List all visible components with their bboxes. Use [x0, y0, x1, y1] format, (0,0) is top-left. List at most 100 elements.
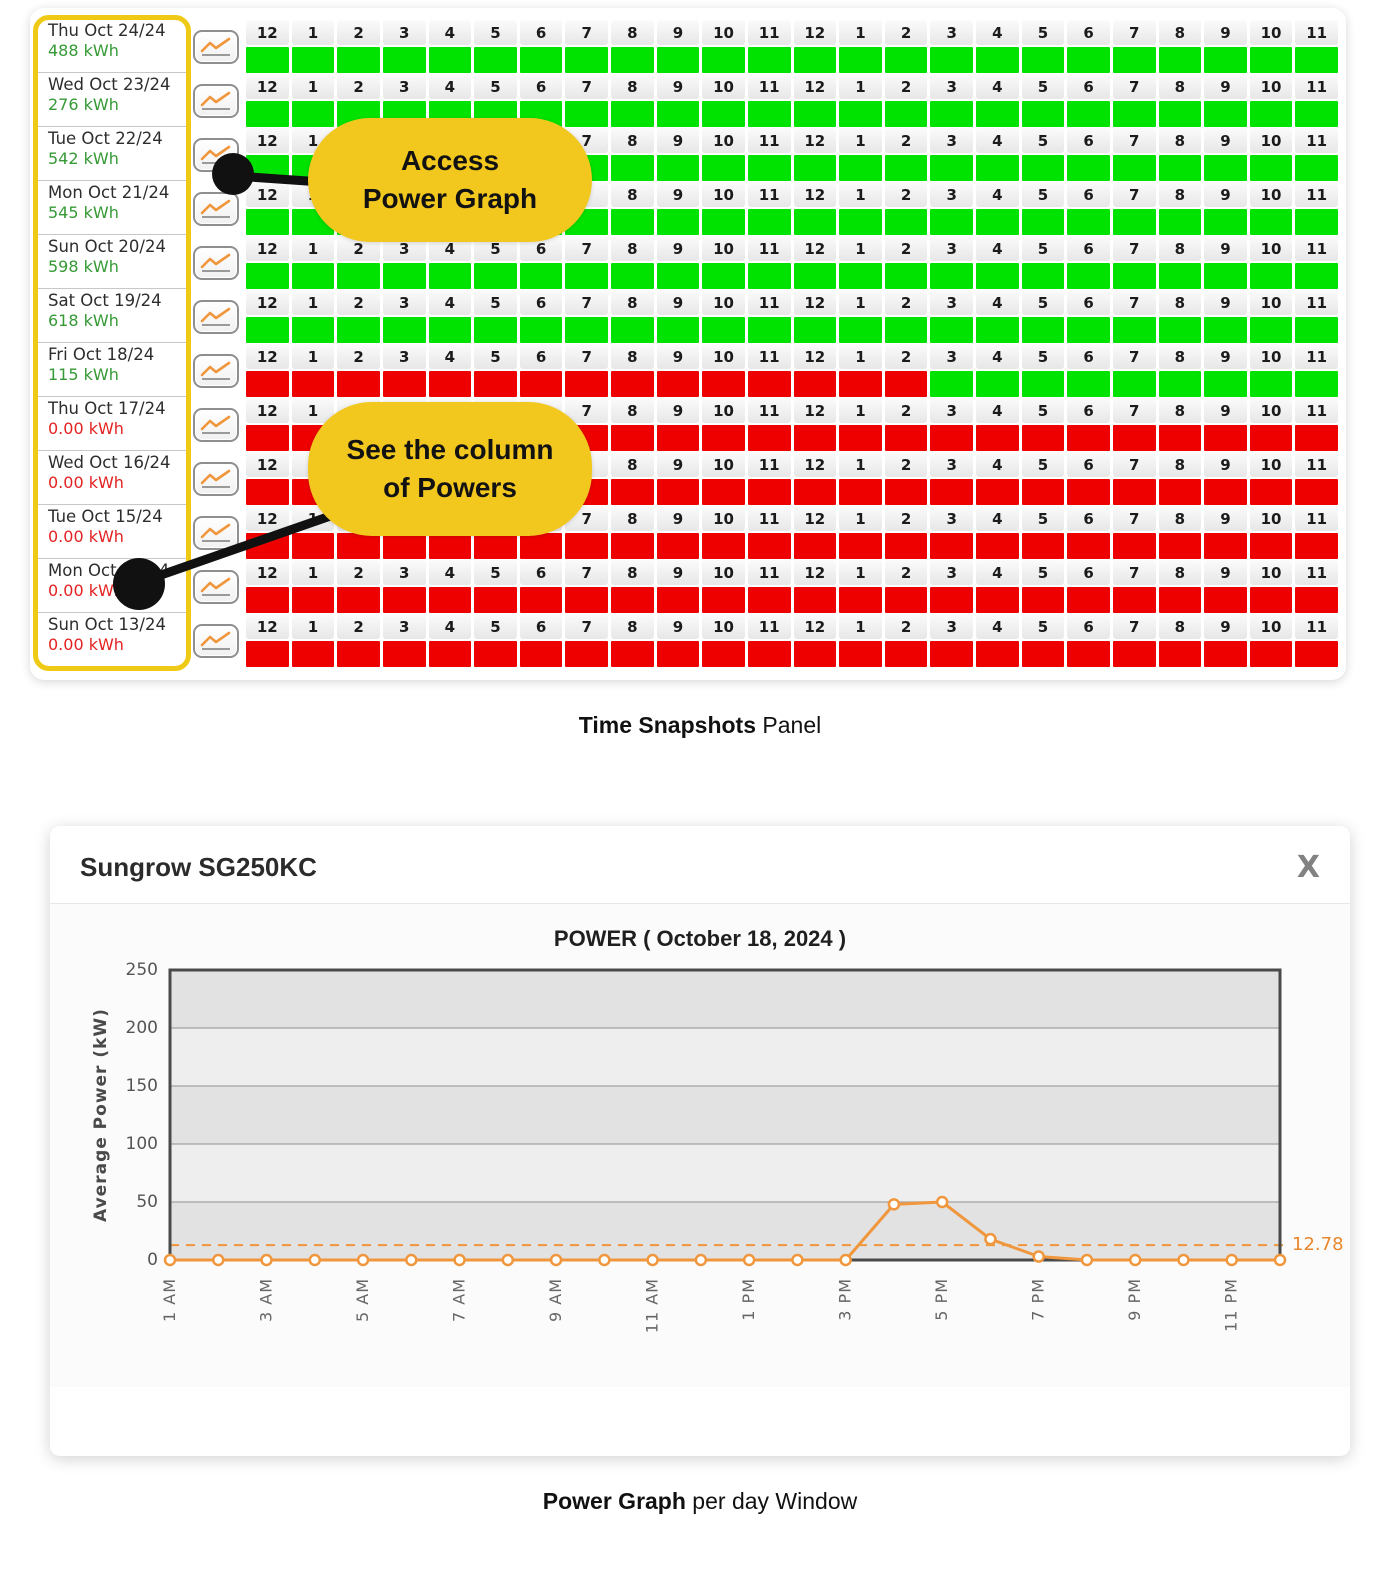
data-point-marker[interactable]	[1080, 1253, 1094, 1267]
snapshot-cell	[382, 317, 426, 343]
snapshot-cell	[747, 47, 791, 73]
hour-header-cell: 10	[702, 20, 745, 45]
snapshot-cell	[976, 101, 1019, 127]
power-graph-button[interactable]	[193, 83, 239, 118]
snapshot-cell	[1204, 101, 1247, 127]
snapshot-cell	[246, 263, 289, 289]
x-tick-label: 5 PM	[932, 1278, 951, 1321]
data-point-marker[interactable]	[791, 1253, 804, 1267]
hour-header-cell: 1	[839, 290, 882, 315]
hour-header-cell: 8	[611, 614, 654, 639]
snapshot-cell	[1112, 479, 1156, 505]
snapshot-cell	[291, 587, 335, 613]
power-graph-button[interactable]	[193, 353, 239, 388]
snapshots-caption-rest: Panel	[756, 712, 822, 738]
graph-button-cell	[189, 74, 243, 127]
data-point-marker[interactable]	[598, 1253, 611, 1267]
data-point-marker[interactable]	[1273, 1253, 1287, 1267]
snapshot-cell	[246, 641, 289, 667]
data-point-marker[interactable]	[163, 1253, 177, 1267]
callout-see-powers-column: See the column of Powers	[308, 402, 592, 536]
day-label: Tue Oct 22/24	[48, 129, 163, 148]
power-graph-button[interactable]	[193, 569, 239, 604]
hour-header-cell: 3	[930, 182, 973, 207]
hour-header-cell: 12	[793, 182, 837, 207]
data-point-marker[interactable]	[694, 1253, 708, 1267]
snapshot-cell	[1067, 155, 1110, 181]
snapshot-cell	[1067, 371, 1110, 397]
power-graph-button[interactable]	[193, 191, 239, 226]
hour-header-cell: 6	[1067, 20, 1110, 45]
data-point-marker[interactable]	[501, 1253, 515, 1267]
close-button[interactable]: X	[1296, 849, 1320, 885]
hour-header-cell: 8	[1158, 398, 1202, 423]
snapshot-cell	[930, 533, 973, 559]
data-point-marker[interactable]	[1128, 1253, 1142, 1267]
data-point-marker[interactable]	[1225, 1253, 1238, 1267]
snapshot-cell	[793, 155, 837, 181]
snapshot-cell	[702, 641, 745, 667]
power-graph-button[interactable]	[193, 407, 239, 442]
data-point-marker[interactable]	[887, 1198, 901, 1211]
snapshot-cell	[1249, 479, 1293, 505]
data-point-marker[interactable]	[1177, 1253, 1190, 1267]
data-point-marker[interactable]	[984, 1232, 997, 1246]
data-point-marker[interactable]	[646, 1253, 659, 1267]
snapshot-cell	[747, 587, 791, 613]
hour-header-cell: 6	[519, 560, 563, 585]
day-energy-value: 115 kWh	[48, 365, 119, 384]
hour-header-cell: 9	[656, 614, 700, 639]
data-point-marker[interactable]	[356, 1253, 370, 1267]
snapshot-cell	[976, 371, 1019, 397]
hour-header-cell: 2	[337, 20, 380, 45]
snapshot-cell	[884, 371, 928, 397]
hour-header-cell: 10	[702, 236, 745, 261]
hour-header-cell: 6	[1067, 506, 1110, 531]
day-date-cell: Sun Oct 13/24 0.00 kWh	[38, 614, 186, 667]
snapshot-cell	[1295, 587, 1338, 613]
data-point-marker[interactable]	[839, 1253, 852, 1267]
snapshot-cell	[246, 47, 289, 73]
hour-header-cell: 8	[1158, 452, 1202, 477]
data-point-marker[interactable]	[742, 1253, 756, 1267]
data-point-marker[interactable]	[453, 1253, 466, 1267]
snapshot-cell	[1295, 155, 1338, 181]
hour-header-cell: 10	[702, 614, 745, 639]
power-graph-button[interactable]	[193, 137, 239, 172]
snapshot-cell	[702, 101, 745, 127]
data-point-marker[interactable]	[260, 1253, 273, 1267]
data-point-marker[interactable]	[1032, 1250, 1045, 1263]
hour-header-cell: 10	[1249, 506, 1293, 531]
line-chart-icon	[200, 631, 231, 650]
hour-header-cell: 6	[519, 20, 563, 45]
hour-header-cell: 2	[337, 344, 380, 369]
power-graph-button[interactable]	[193, 515, 239, 550]
hour-header-cell: 6	[519, 290, 563, 315]
snapshot-cell	[702, 47, 745, 73]
day-date-cell: Tue Oct 15/24 0.00 kWh	[38, 506, 186, 559]
hour-header-cell: 11	[1295, 506, 1338, 531]
snapshot-cell	[337, 533, 380, 559]
hour-header-cell: 10	[1249, 290, 1293, 315]
power-graph-button[interactable]	[193, 29, 239, 64]
hour-header-cell: 5	[474, 560, 517, 585]
power-graph-button[interactable]	[193, 461, 239, 496]
data-point-marker[interactable]	[405, 1253, 418, 1267]
data-point-marker[interactable]	[935, 1195, 949, 1209]
hour-header-cell: 5	[1021, 128, 1065, 153]
data-point-marker[interactable]	[549, 1253, 563, 1267]
power-graph-caption-rest: per day Window	[685, 1488, 858, 1514]
hour-header-cell: 9	[1204, 236, 1247, 261]
snapshot-cell	[611, 425, 654, 451]
data-point-marker[interactable]	[212, 1253, 225, 1267]
power-graph-button[interactable]	[193, 623, 239, 658]
x-tick-label: 3 AM	[257, 1278, 276, 1322]
day-date-cell: Mon Oct 21/24 545 kWh	[38, 182, 186, 235]
data-point-marker[interactable]	[308, 1253, 322, 1267]
hour-header-cell: 7	[1112, 236, 1156, 261]
hour-header-cell: 2	[884, 344, 928, 369]
snapshot-cell	[474, 317, 517, 343]
power-graph-button[interactable]	[193, 299, 239, 334]
graph-button-cell	[189, 344, 243, 397]
power-graph-button[interactable]	[193, 245, 239, 280]
